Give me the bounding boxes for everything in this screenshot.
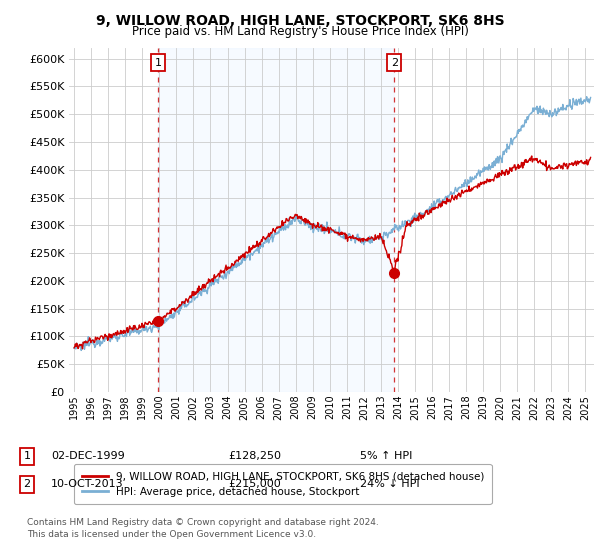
Text: 2: 2 [23, 479, 31, 489]
Text: 5% ↑ HPI: 5% ↑ HPI [360, 451, 412, 461]
Text: 02-DEC-1999: 02-DEC-1999 [51, 451, 125, 461]
Text: Price paid vs. HM Land Registry's House Price Index (HPI): Price paid vs. HM Land Registry's House … [131, 25, 469, 38]
Legend: 9, WILLOW ROAD, HIGH LANE, STOCKPORT, SK6 8HS (detached house), HPI: Average pri: 9, WILLOW ROAD, HIGH LANE, STOCKPORT, SK… [74, 464, 491, 504]
Text: 1: 1 [23, 451, 31, 461]
Text: 24% ↓ HPI: 24% ↓ HPI [360, 479, 419, 489]
Text: 10-OCT-2013: 10-OCT-2013 [51, 479, 124, 489]
Bar [158, 48, 394, 392]
Text: 1: 1 [154, 58, 161, 68]
Text: £215,000: £215,000 [228, 479, 281, 489]
Text: 2: 2 [391, 58, 398, 68]
Text: 9, WILLOW ROAD, HIGH LANE, STOCKPORT, SK6 8HS: 9, WILLOW ROAD, HIGH LANE, STOCKPORT, SK… [95, 14, 505, 28]
Text: £128,250: £128,250 [228, 451, 281, 461]
Text: Contains HM Land Registry data © Crown copyright and database right 2024.
This d: Contains HM Land Registry data © Crown c… [27, 518, 379, 539]
